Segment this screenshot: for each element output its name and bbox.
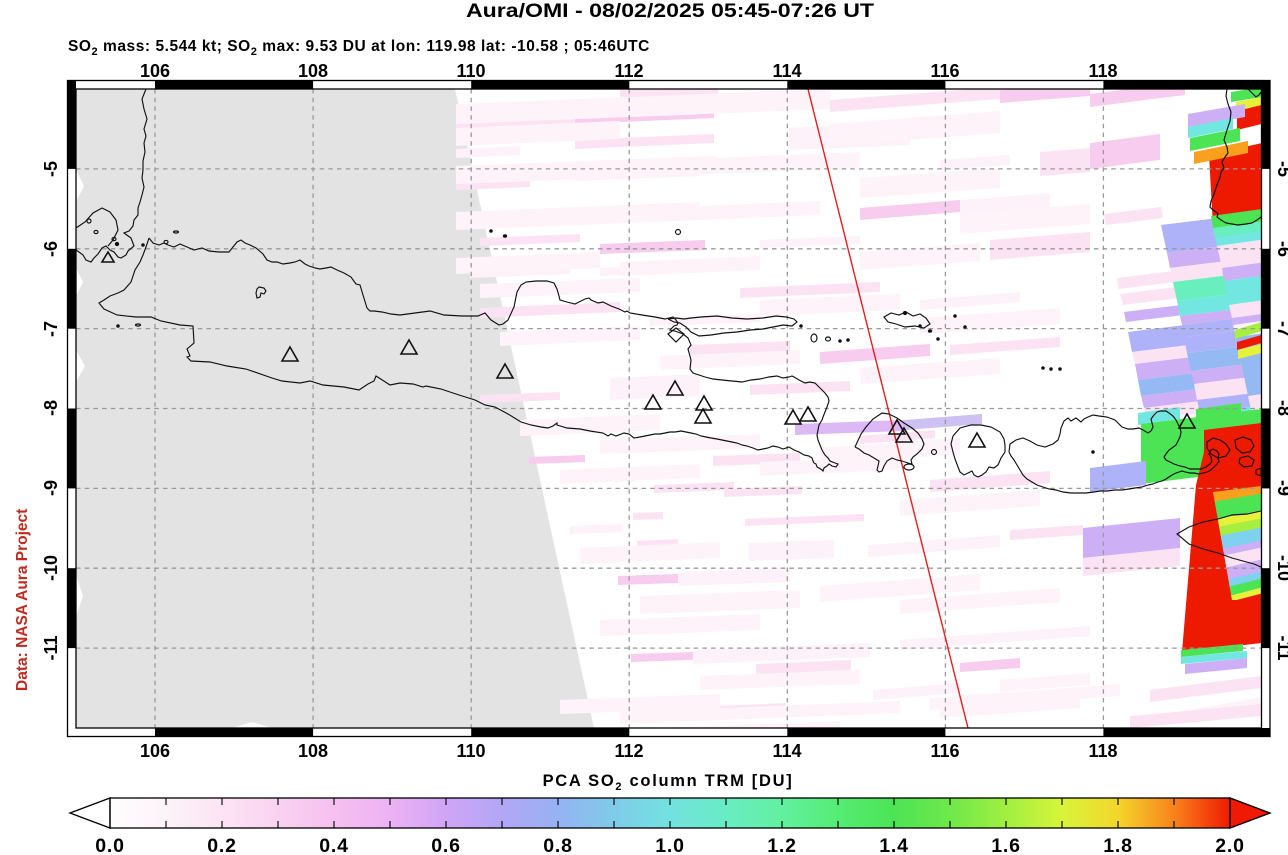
svg-text:2.0: 2.0 xyxy=(1215,835,1245,855)
svg-text:116: 116 xyxy=(930,741,959,761)
svg-text:110: 110 xyxy=(456,741,485,761)
svg-text:-10: -10 xyxy=(41,555,61,581)
svg-text:0.2: 0.2 xyxy=(207,835,237,855)
svg-text:118: 118 xyxy=(1088,741,1117,761)
svg-text:SO2 mass: 5.544 kt; SO2 max: 9: SO2 mass: 5.544 kt; SO2 max: 9.53 DU at … xyxy=(68,38,650,58)
svg-text:1.0: 1.0 xyxy=(655,835,685,855)
svg-text:1.2: 1.2 xyxy=(767,835,797,855)
svg-text:1.6: 1.6 xyxy=(991,835,1021,855)
svg-text:-8: -8 xyxy=(1274,400,1288,416)
svg-text:-7: -7 xyxy=(41,321,61,337)
svg-text:-6: -6 xyxy=(1274,241,1288,257)
svg-text:1.4: 1.4 xyxy=(879,835,909,855)
svg-text:-5: -5 xyxy=(41,161,61,177)
svg-text:106: 106 xyxy=(140,61,170,81)
svg-text:1.8: 1.8 xyxy=(1103,835,1133,855)
svg-text:-7: -7 xyxy=(1274,321,1288,337)
svg-text:106: 106 xyxy=(140,741,170,761)
svg-text:114: 114 xyxy=(772,61,801,81)
svg-text:Data: NASA Aura Project: Data: NASA Aura Project xyxy=(14,509,31,691)
svg-text:110: 110 xyxy=(456,61,485,81)
svg-text:-9: -9 xyxy=(1274,480,1288,496)
svg-text:112: 112 xyxy=(614,741,643,761)
svg-text:0.0: 0.0 xyxy=(95,835,125,855)
svg-text:0.8: 0.8 xyxy=(543,835,573,855)
svg-text:-11: -11 xyxy=(41,635,61,660)
svg-text:114: 114 xyxy=(772,741,801,761)
svg-text:112: 112 xyxy=(614,61,643,81)
svg-text:118: 118 xyxy=(1088,61,1117,81)
svg-text:0.6: 0.6 xyxy=(431,835,461,855)
svg-text:Aura/OMI - 08/02/2025 05:45-07: Aura/OMI - 08/02/2025 05:45-07:26 UT xyxy=(466,1,874,22)
svg-text:-10: -10 xyxy=(1274,555,1288,581)
svg-text:PCA SO2 column TRM [DU]: PCA SO2 column TRM [DU] xyxy=(543,772,794,793)
svg-text:-8: -8 xyxy=(41,400,61,416)
svg-text:108: 108 xyxy=(298,61,328,81)
svg-text:-9: -9 xyxy=(41,480,61,496)
svg-text:0.4: 0.4 xyxy=(319,835,349,855)
svg-text:-11: -11 xyxy=(1274,635,1288,660)
svg-text:-6: -6 xyxy=(41,241,61,257)
svg-text:108: 108 xyxy=(298,741,328,761)
svg-text:-5: -5 xyxy=(1274,161,1288,177)
svg-text:116: 116 xyxy=(930,61,959,81)
